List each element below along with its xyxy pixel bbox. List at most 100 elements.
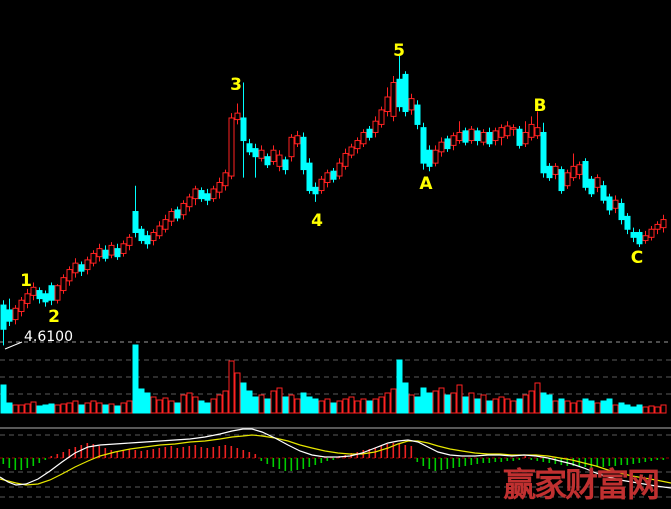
candle-body xyxy=(468,128,475,142)
macd-bar xyxy=(152,449,155,458)
volume-bar xyxy=(330,402,337,414)
macd-bar xyxy=(272,458,275,467)
candle-body xyxy=(144,235,151,245)
macd-bar xyxy=(380,446,383,458)
candle-body xyxy=(84,259,91,271)
volume-bar xyxy=(114,405,121,414)
macd-bar xyxy=(410,446,413,458)
volume-bar xyxy=(552,400,559,414)
candle-body xyxy=(516,128,523,146)
volume-bar xyxy=(66,402,73,414)
candle-body xyxy=(420,127,427,164)
candle-body xyxy=(606,196,613,211)
macd-bar xyxy=(590,458,593,468)
macd-bar xyxy=(626,458,629,465)
macd-bar xyxy=(584,458,587,467)
candle-body xyxy=(12,307,19,321)
macd-bar xyxy=(398,444,401,458)
macd-bar xyxy=(494,458,497,462)
volume-bar xyxy=(210,398,217,414)
macd-bar xyxy=(326,458,329,461)
volume-bar xyxy=(528,390,535,414)
volume-bar xyxy=(144,392,151,414)
macd-bar xyxy=(20,458,23,470)
volume-bar xyxy=(408,394,415,414)
wave-label-3: 3 xyxy=(230,75,242,95)
macd-bar xyxy=(92,444,95,458)
volume-bar xyxy=(414,396,421,414)
volume-bar xyxy=(78,404,85,414)
macd-bar xyxy=(248,452,251,458)
volume-bar xyxy=(162,397,169,414)
macd-bar xyxy=(2,458,5,464)
wave-label-2: 2 xyxy=(48,307,60,327)
volume-bar xyxy=(258,394,265,414)
macd-bar xyxy=(602,458,605,467)
volume-bar xyxy=(234,372,241,414)
volume-bar xyxy=(612,404,619,414)
macd-bar xyxy=(428,458,431,469)
macd-bar xyxy=(86,443,89,458)
volume-bar xyxy=(6,402,13,414)
macd-bar xyxy=(314,458,317,465)
macd-bar xyxy=(122,450,125,458)
macd-pane[interactable] xyxy=(0,427,671,498)
candle-body xyxy=(300,136,307,171)
min-price-pointer xyxy=(4,341,23,350)
candle-body xyxy=(642,235,649,242)
volume-bar xyxy=(420,387,427,414)
macd-bar xyxy=(242,450,245,458)
macd-bar xyxy=(176,448,179,458)
volume-bar xyxy=(276,387,283,414)
main-pane[interactable] xyxy=(0,55,671,346)
macd-bar xyxy=(140,451,143,458)
annotations-layer: 4.6100 12 3 4 5 A B C xyxy=(4,41,643,350)
macd-bar xyxy=(434,458,437,471)
candle-body xyxy=(312,186,319,195)
candle-body xyxy=(306,162,313,192)
candle-body xyxy=(282,159,289,171)
volume-bar xyxy=(570,402,577,414)
volume-pane[interactable] xyxy=(0,344,671,414)
min-price-label: 4.6100 xyxy=(24,329,73,345)
macd-bar xyxy=(110,450,113,458)
macd-bar xyxy=(206,448,209,458)
volume-bar xyxy=(504,398,511,414)
volume-bar xyxy=(306,396,313,414)
candle-body xyxy=(630,231,637,238)
volume-bar xyxy=(594,402,601,414)
candle-body xyxy=(480,131,487,143)
volume-bar xyxy=(108,403,115,414)
volume-bar xyxy=(432,390,439,414)
dea-line xyxy=(0,434,671,486)
candle-body xyxy=(372,120,379,133)
candle-body xyxy=(534,127,541,137)
volume-bar xyxy=(558,398,565,414)
candle-body xyxy=(612,199,619,209)
volume-bar xyxy=(30,401,37,414)
volume-bar xyxy=(228,360,235,414)
macd-bar xyxy=(104,448,107,458)
macd-bar xyxy=(356,452,359,458)
volume-bar xyxy=(468,392,475,414)
candle-body xyxy=(66,269,73,282)
macd-bar xyxy=(146,450,149,458)
macd-bar xyxy=(392,443,395,458)
volume-bar xyxy=(222,390,229,414)
candle-body xyxy=(174,209,181,219)
candle-body xyxy=(546,165,553,179)
macd-bar xyxy=(182,447,185,458)
candle-body xyxy=(342,152,349,167)
volume-bar xyxy=(240,382,247,414)
volume-bar xyxy=(42,404,49,414)
volume-bar xyxy=(150,396,157,414)
volume-bar xyxy=(192,396,199,414)
candle-body xyxy=(618,202,625,221)
volume-bar xyxy=(384,392,391,414)
volume-bar xyxy=(516,398,523,414)
candle-body xyxy=(444,138,451,150)
macd-bar xyxy=(26,458,29,468)
candle-body xyxy=(336,162,343,177)
volume-bar xyxy=(396,359,403,414)
